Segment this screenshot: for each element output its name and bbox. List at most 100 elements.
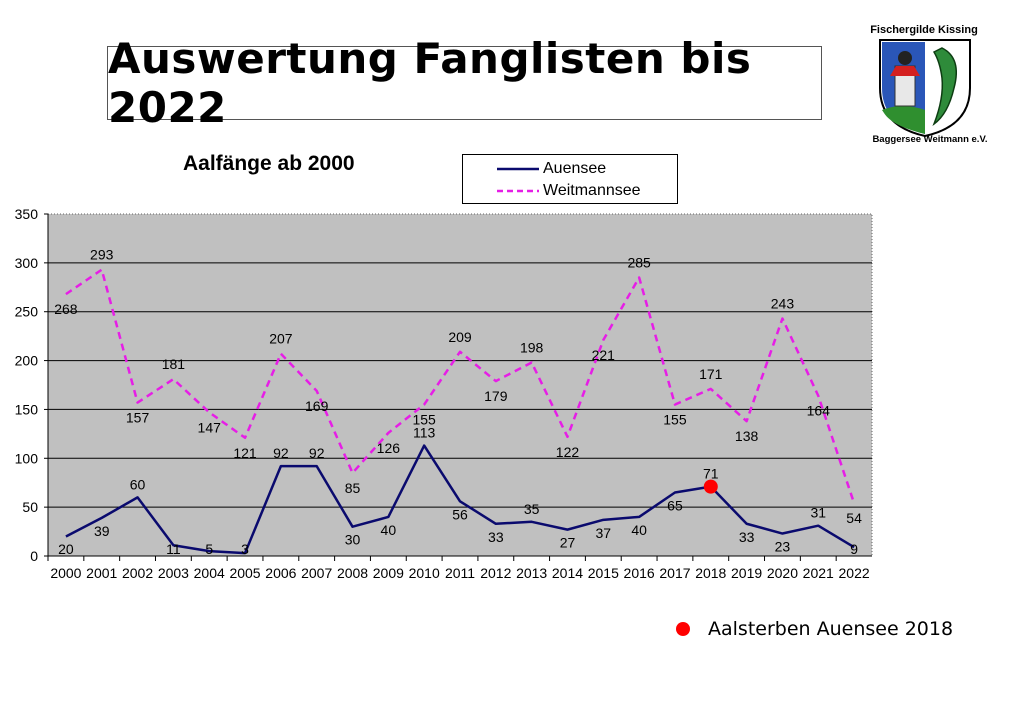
data-label-weitmannsee-2013: 198 <box>520 340 544 356</box>
y-tick-label-300: 300 <box>15 255 39 271</box>
title-box: Auswertung Fanglisten bis 2022 <box>107 34 822 132</box>
legend-swatch-weitmannsee <box>497 189 539 193</box>
x-tick-label-2007: 2007 <box>301 565 332 581</box>
data-label-auensee-2020: 23 <box>775 539 791 555</box>
data-label-auensee-2005: 3 <box>241 541 249 557</box>
x-tick-label-2019: 2019 <box>731 565 762 581</box>
logo-shield-grass <box>882 106 925 134</box>
legend-swatch-auensee <box>497 167 539 171</box>
x-tick-label-2002: 2002 <box>122 565 153 581</box>
x-tick-label-2003: 2003 <box>158 565 189 581</box>
page-title: Auswertung Fanglisten bis 2022 <box>108 34 752 132</box>
data-label-auensee-2002: 60 <box>130 476 146 492</box>
x-tick-label-2008: 2008 <box>337 565 368 581</box>
legend-label-weitmannsee: Weitmannsee <box>543 182 641 199</box>
data-label-auensee-2019: 33 <box>739 529 755 545</box>
data-label-auensee-2008: 30 <box>345 532 361 548</box>
x-tick-label-2014: 2014 <box>552 565 583 581</box>
data-label-auensee-2009: 40 <box>381 522 397 538</box>
logo-top-text: Fischergilde Kissing <box>870 24 978 36</box>
y-tick-label-50: 50 <box>22 499 38 515</box>
data-label-auensee-2003: 11 <box>166 541 181 557</box>
x-tick-label-2010: 2010 <box>409 565 440 581</box>
x-tick-label-2001: 2001 <box>86 565 117 581</box>
y-tick-label-100: 100 <box>15 450 39 466</box>
x-tick-label-2020: 2020 <box>767 565 798 581</box>
data-label-weitmannsee-2014: 122 <box>556 444 580 460</box>
x-tick-label-2017: 2017 <box>659 565 690 581</box>
data-label-weitmannsee-2006: 207 <box>269 331 293 347</box>
x-tick-label-2018: 2018 <box>695 565 726 581</box>
data-label-weitmannsee-2017: 155 <box>663 412 687 428</box>
data-label-auensee-2015: 37 <box>596 525 612 541</box>
y-tick-label-0: 0 <box>30 548 38 564</box>
x-tick-label-2005: 2005 <box>229 565 260 581</box>
chart-legend: Auensee Weitmannsee <box>462 154 678 204</box>
y-tick-label-350: 350 <box>15 206 39 222</box>
x-tick-label-2006: 2006 <box>265 565 296 581</box>
note-marker <box>676 622 690 636</box>
x-tick-label-2015: 2015 <box>588 565 619 581</box>
data-label-weitmannsee-2012: 179 <box>484 388 508 404</box>
data-label-weitmannsee-2019: 138 <box>735 428 759 444</box>
data-label-auensee-2007: 92 <box>309 445 325 461</box>
plot-area <box>47 213 873 557</box>
y-tick-label-150: 150 <box>15 401 39 417</box>
data-label-weitmannsee-2009: 126 <box>377 440 401 456</box>
data-label-weitmannsee-2003: 181 <box>162 356 186 372</box>
data-label-weitmannsee-2004: 147 <box>198 419 222 435</box>
data-label-auensee-2006: 92 <box>273 445 289 461</box>
data-label-auensee-2013: 35 <box>524 501 540 517</box>
x-tick-label-2004: 2004 <box>194 565 225 581</box>
data-label-auensee-2018: 71 <box>703 466 719 482</box>
x-tick-label-2013: 2013 <box>516 565 547 581</box>
x-tick-label-2000: 2000 <box>50 565 81 581</box>
logo-dome <box>898 51 912 65</box>
data-label-auensee-2021: 31 <box>810 505 826 521</box>
data-label-weitmannsee-2002: 157 <box>126 410 150 426</box>
legend-item-weitmannsee: Weitmannsee <box>463 180 641 202</box>
data-label-weitmannsee-2016: 285 <box>627 255 651 271</box>
data-label-weitmannsee-2010: 155 <box>412 412 436 428</box>
data-label-auensee-2016: 40 <box>631 522 647 538</box>
data-label-auensee-2022: 9 <box>850 541 858 557</box>
note-label: Aalsterben Auensee 2018 <box>708 618 954 640</box>
data-label-auensee-2014: 27 <box>560 535 576 551</box>
data-label-weitmannsee-2018: 171 <box>699 366 723 382</box>
data-label-weitmannsee-2022: 54 <box>846 510 862 526</box>
legend-label-auensee: Auensee <box>543 160 607 177</box>
data-label-auensee-2004: 5 <box>205 541 213 557</box>
x-tick-label-2021: 2021 <box>803 565 834 581</box>
data-label-auensee-2017: 65 <box>667 497 683 513</box>
logo-roof <box>890 66 920 76</box>
series-line-auensee <box>65 444 855 555</box>
y-tick-label-250: 250 <box>15 304 39 320</box>
data-label-auensee-2012: 33 <box>488 529 504 545</box>
legend-item-auensee: Auensee <box>463 158 606 180</box>
x-tick-label-2011: 2011 <box>445 565 475 581</box>
y-tick-label-200: 200 <box>15 353 39 369</box>
logo-fish-icon <box>932 47 957 127</box>
x-tick-label-2009: 2009 <box>373 565 404 581</box>
x-tick-label-2022: 2022 <box>839 565 870 581</box>
data-label-weitmannsee-2001: 293 <box>90 247 114 263</box>
highlight-point-2018 <box>703 479 718 494</box>
data-label-auensee-2010: 113 <box>413 425 436 441</box>
series-line-weitmannsee <box>65 268 856 504</box>
data-label-weitmannsee-2007: 169 <box>305 398 329 414</box>
data-label-weitmannsee-2021: 164 <box>807 403 831 419</box>
data-label-weitmannsee-2015: 221 <box>592 347 616 363</box>
data-label-auensee-2001: 39 <box>94 523 110 539</box>
data-label-weitmannsee-2000: 268 <box>54 301 78 317</box>
x-tick-label-2012: 2012 <box>480 565 511 581</box>
data-label-weitmannsee-2005: 121 <box>233 445 257 461</box>
chart-note: Aalsterben Auensee 2018 <box>676 618 953 640</box>
club-logo: Fischergilde Kissing Baggersee Weitmann … <box>870 24 987 145</box>
chart-title: Aalfänge ab 2000 <box>183 152 355 175</box>
data-label-weitmannsee-2011: 209 <box>448 329 472 345</box>
logo-bottom-text: Baggersee Weitmann e.V. <box>872 134 987 145</box>
data-label-weitmannsee-2020: 243 <box>771 296 795 312</box>
data-label-auensee-2000: 20 <box>58 541 74 557</box>
data-label-auensee-2011: 56 <box>452 506 468 522</box>
line-chart: 0 50 100 150 200 250 300 350 2000 2001 2002 2003 200… <box>15 206 873 581</box>
